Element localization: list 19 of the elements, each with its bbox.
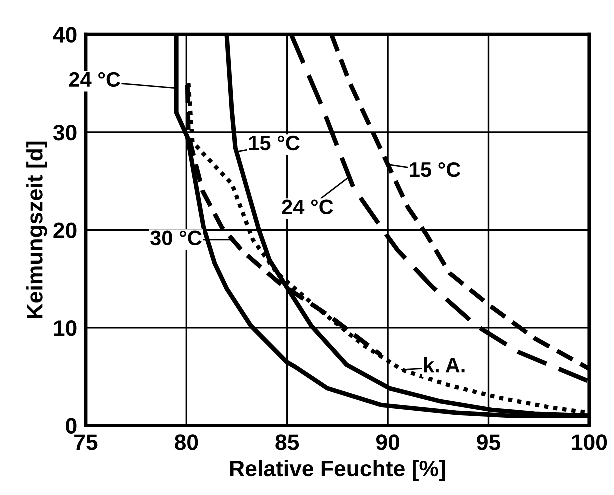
x-tick-label: 90 bbox=[376, 434, 400, 450]
y-tick-label: 30 bbox=[53, 124, 77, 141]
annotation: 24 °C bbox=[282, 200, 334, 215]
y-tick-label: 10 bbox=[54, 320, 77, 336]
annotation: k. A. bbox=[424, 357, 465, 373]
x-axis-title: Relative Feuchte [%] bbox=[230, 460, 446, 482]
x-tick-label: 80 bbox=[175, 434, 198, 450]
x-tick-label: 100 bbox=[572, 434, 608, 450]
x-tick-label: 95 bbox=[477, 434, 500, 450]
y-tick-label: 0 bbox=[66, 418, 77, 434]
y-axis-title: Keimungszeit [d] bbox=[26, 142, 48, 318]
x-tick-label: 75 bbox=[74, 434, 98, 450]
annotation: 15 °C bbox=[249, 136, 300, 151]
annotation: 15 °C bbox=[410, 162, 461, 178]
x-tick-label: 85 bbox=[276, 434, 300, 450]
y-tick-label: 20 bbox=[54, 222, 77, 238]
annotation: 30 °C bbox=[150, 230, 202, 246]
y-tick-label: 40 bbox=[53, 27, 77, 43]
annotation: 24 °C bbox=[69, 72, 120, 88]
